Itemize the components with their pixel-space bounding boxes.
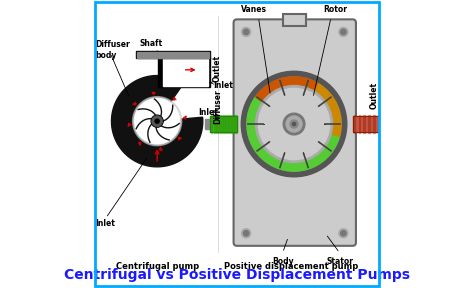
Bar	[210, 116, 237, 132]
Circle shape	[247, 77, 341, 171]
Text: Centrifugal vs Positive Displacement Pumps: Centrifugal vs Positive Displacement Pum…	[64, 268, 410, 282]
Text: Outlet: Outlet	[370, 82, 379, 109]
Circle shape	[292, 122, 296, 126]
Wedge shape	[294, 83, 341, 136]
Polygon shape	[163, 58, 209, 86]
Bar	[373, 115, 375, 132]
Circle shape	[339, 229, 348, 238]
Bar	[358, 115, 360, 132]
Bar	[283, 14, 306, 26]
Bar	[232, 115, 234, 132]
Bar	[354, 115, 356, 132]
Polygon shape	[137, 52, 210, 58]
Polygon shape	[384, 120, 391, 128]
Circle shape	[283, 113, 305, 135]
Circle shape	[243, 29, 249, 35]
Text: Diffuser: Diffuser	[213, 90, 222, 124]
Bar	[210, 116, 237, 132]
Text: Positive displacement pump: Positive displacement pump	[224, 262, 358, 271]
Text: Outlet: Outlet	[213, 55, 222, 82]
Circle shape	[152, 116, 162, 126]
Wedge shape	[255, 77, 318, 124]
Circle shape	[339, 27, 348, 37]
Text: Stator: Stator	[326, 257, 353, 266]
Text: Diffuser
body: Diffuser body	[95, 40, 130, 60]
Circle shape	[255, 86, 333, 162]
Text: Inlet: Inlet	[199, 108, 219, 117]
Text: Body: Body	[272, 257, 293, 266]
Bar	[220, 115, 222, 132]
Bar	[380, 120, 385, 128]
Circle shape	[243, 230, 249, 236]
Circle shape	[241, 71, 347, 177]
Circle shape	[242, 229, 251, 238]
Bar	[378, 115, 380, 132]
Polygon shape	[111, 75, 203, 167]
Text: Vanes: Vanes	[241, 5, 267, 14]
Polygon shape	[158, 57, 210, 87]
Circle shape	[286, 116, 302, 132]
Bar	[353, 116, 380, 132]
Bar	[235, 115, 237, 132]
Text: Shaft: Shaft	[140, 39, 163, 48]
Text: Inlet: Inlet	[95, 219, 115, 228]
Text: Inlet: Inlet	[213, 81, 233, 90]
FancyBboxPatch shape	[234, 19, 356, 246]
Polygon shape	[136, 51, 210, 58]
Wedge shape	[247, 97, 339, 171]
Circle shape	[341, 29, 346, 35]
Bar	[214, 115, 216, 132]
Bar	[353, 116, 380, 132]
Bar	[211, 115, 212, 132]
Text: Centrifugal pump: Centrifugal pump	[116, 262, 199, 271]
Text: Rotor: Rotor	[323, 5, 347, 14]
Circle shape	[341, 230, 346, 236]
Bar	[217, 115, 219, 132]
Bar	[226, 115, 228, 132]
Bar	[368, 115, 370, 132]
Bar	[223, 115, 225, 132]
Circle shape	[258, 88, 330, 160]
Circle shape	[290, 120, 298, 128]
Circle shape	[151, 115, 163, 127]
Bar	[364, 115, 365, 132]
Circle shape	[242, 27, 251, 37]
Bar	[205, 119, 210, 129]
Bar	[283, 14, 306, 26]
Circle shape	[134, 98, 180, 144]
Circle shape	[155, 119, 159, 123]
Polygon shape	[133, 97, 182, 146]
Bar	[229, 115, 231, 132]
